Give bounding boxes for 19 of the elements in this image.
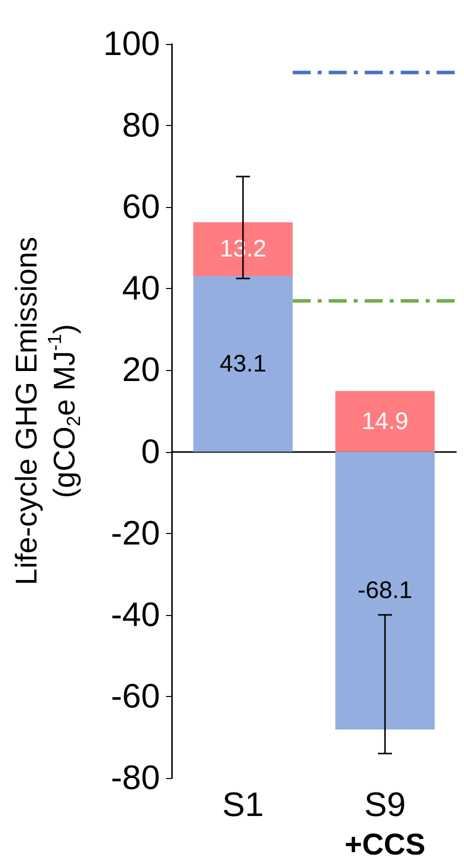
text: +CCS — [344, 828, 426, 862]
y-tick-label: 100 — [103, 25, 160, 63]
x-tick-label: S9 — [364, 786, 406, 824]
data-label: 14.9 — [362, 408, 408, 435]
y-tick-label: 80 — [122, 106, 160, 145]
bar — [335, 391, 435, 452]
data-label: -68.1 — [358, 577, 412, 604]
bar — [193, 276, 293, 452]
y-tick-label: -60 — [110, 677, 160, 716]
bar — [335, 452, 435, 730]
data-label: 43.1 — [220, 350, 266, 378]
y-tick-label: -20 — [110, 514, 160, 552]
y-tick-label: 40 — [122, 270, 160, 308]
y-tick-label: 0 — [141, 432, 160, 471]
y-tick-label: 20 — [122, 351, 160, 390]
x-tick-label: S1 — [222, 786, 264, 824]
y-tick-label: -80 — [110, 759, 160, 797]
y-tick-label: -40 — [110, 596, 160, 634]
y-tick-label: 60 — [122, 188, 160, 226]
